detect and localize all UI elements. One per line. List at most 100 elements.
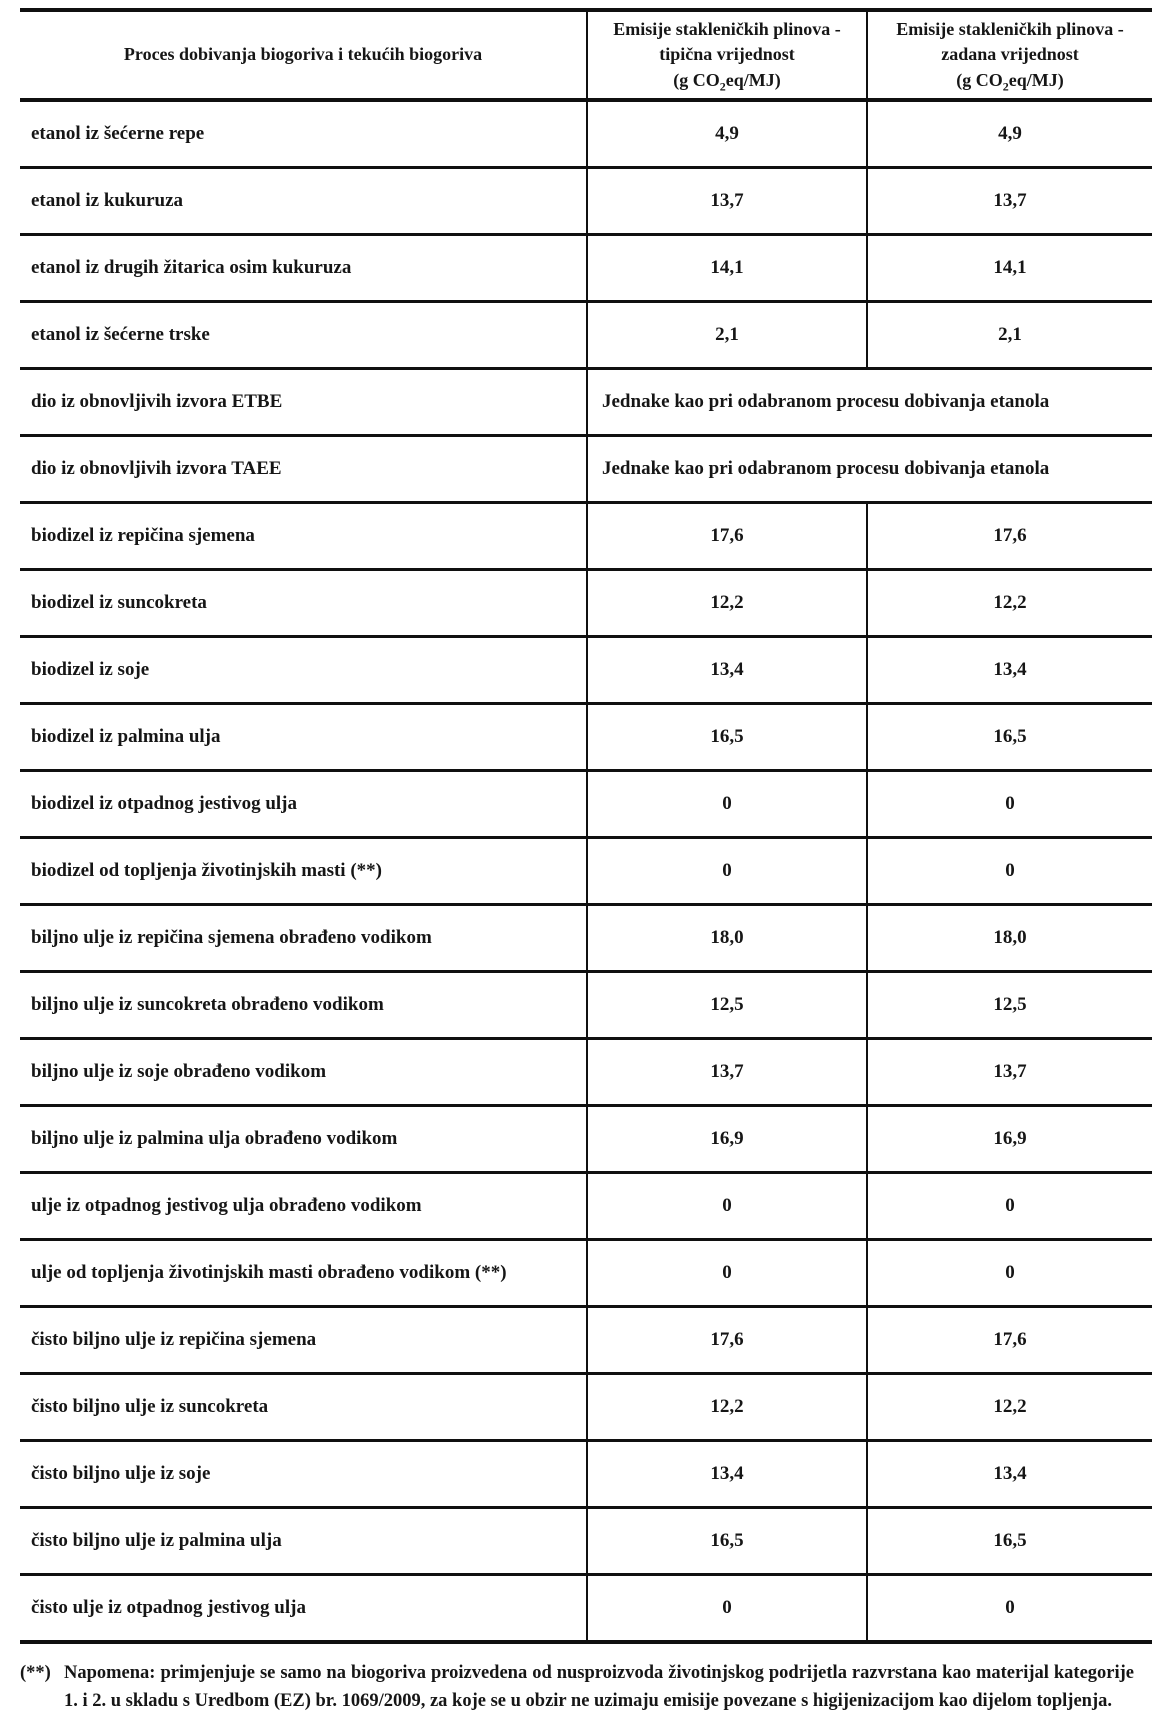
table-row: dio iz obnovljivih izvora TAEE Jednake ka… [20, 435, 1152, 504]
process-label: čisto biljno ulje iz soje [20, 1440, 588, 1509]
default-value: 12,2 [867, 569, 1152, 638]
default-value: 12,5 [867, 971, 1152, 1040]
default-value: 13,4 [867, 1440, 1152, 1509]
header-typical-unit: (g CO2eq/MJ) [594, 68, 860, 94]
typical-value: 17,6 [587, 502, 868, 571]
table-row: biodizel iz soje 13,4 13,4 [20, 636, 1152, 705]
typical-value: 16,5 [587, 1507, 868, 1576]
unit-suffix: eq/MJ) [1008, 69, 1064, 90]
default-value: 13,7 [867, 1038, 1152, 1107]
typical-value: 13,7 [587, 1038, 868, 1107]
default-value: 16,5 [867, 703, 1152, 772]
table-row: biodizel iz repičina sjemena 17,6 17,6 [20, 502, 1152, 571]
default-value: 0 [867, 770, 1152, 839]
process-label: biljno ulje iz palmina ulja obrađeno vod… [20, 1105, 588, 1174]
process-label: etanol iz šećerne trske [20, 301, 588, 370]
typical-value: 16,5 [587, 703, 868, 772]
process-label: dio iz obnovljivih izvora ETBE [20, 368, 588, 437]
default-value: 0 [867, 837, 1152, 906]
table-row: biljno ulje iz soje obrađeno vodikom 13,7… [20, 1038, 1152, 1107]
process-label: biodizel iz otpadnog jestivog ulja [20, 770, 588, 839]
unit-subscript: 2 [1002, 79, 1009, 94]
table-row: biodizel iz otpadnog jestivog ulja 0 0 [20, 770, 1152, 839]
span-value: Jednake kao pri odabranom procesu dobiva… [587, 368, 1152, 437]
typical-value: 0 [587, 1574, 868, 1644]
process-label: biodizel iz repičina sjemena [20, 502, 588, 571]
table-row: čisto biljno ulje iz suncokreta 12,2 12,2 [20, 1373, 1152, 1442]
typical-value: 0 [587, 837, 868, 906]
process-label: ulje iz otpadnog jestivog ulja obrađeno … [20, 1172, 588, 1241]
default-value: 17,6 [867, 502, 1152, 571]
unit-subscript: 2 [719, 79, 726, 94]
process-label: čisto biljno ulje iz palmina ulja [20, 1507, 588, 1576]
header-default-column: Emisije stakleničkih plinova - zadana vr… [867, 10, 1152, 102]
default-value: 2,1 [867, 301, 1152, 370]
process-label: biodizel iz palmina ulja [20, 703, 588, 772]
typical-value: 2,1 [587, 301, 868, 370]
table-row: biljno ulje iz suncokreta obrađeno vodik… [20, 971, 1152, 1040]
process-label: ulje od topljenja životinjskih masti obr… [20, 1239, 588, 1308]
typical-value: 13,4 [587, 636, 868, 705]
typical-value: 12,5 [587, 971, 868, 1040]
table-row: ulje iz otpadnog jestivog ulja obrađeno … [20, 1172, 1152, 1241]
default-value: 13,4 [867, 636, 1152, 705]
table-row: čisto ulje iz otpadnog jestivog ulja 0 0 [20, 1574, 1152, 1644]
process-label: biodizel iz soje [20, 636, 588, 705]
table-row: biljno ulje iz repičina sjemena obrađeno… [20, 904, 1152, 973]
typical-value: 4,9 [587, 100, 868, 169]
default-value: 0 [867, 1172, 1152, 1241]
footnote-text: Napomena: primjenjuje se samo na biogori… [64, 1663, 1134, 1712]
table-row: biodizel iz palmina ulja 16,5 16,5 [20, 703, 1152, 772]
typical-value: 16,9 [587, 1105, 868, 1174]
table-row: dio iz obnovljivih izvora ETBE Jednake ka… [20, 368, 1152, 437]
header-typical-line2: tipična vrijednost [659, 44, 795, 65]
typical-value: 12,2 [587, 1373, 868, 1442]
typical-value: 17,6 [587, 1306, 868, 1375]
process-label: etanol iz šećerne repe [20, 100, 588, 169]
table-row: čisto biljno ulje iz soje 13,4 13,4 [20, 1440, 1152, 1509]
typical-value: 13,4 [587, 1440, 868, 1509]
typical-value: 0 [587, 1172, 868, 1241]
table-header: Proces dobivanja biogoriva i tekućih bio… [20, 10, 1152, 102]
default-value: 14,1 [867, 234, 1152, 303]
table-row: etanol iz šećerne trske 2,1 2,1 [20, 301, 1152, 370]
default-value: 17,6 [867, 1306, 1152, 1375]
process-label: čisto ulje iz otpadnog jestivog ulja [20, 1574, 588, 1644]
header-process-column: Proces dobivanja biogoriva i tekućih bio… [20, 10, 588, 102]
table-row: etanol iz drugih žitarica osim kukuruza 1… [20, 234, 1152, 303]
table-row: čisto biljno ulje iz repičina sjemena 17,… [20, 1306, 1152, 1375]
typical-value: 12,2 [587, 569, 868, 638]
table-row: biodizel od topljenja životinjskih masti… [20, 837, 1152, 906]
table-body: etanol iz šećerne repe 4,9 4,9 etanol iz ku… [20, 100, 1152, 1644]
default-value: 16,9 [867, 1105, 1152, 1174]
default-value: 0 [867, 1239, 1152, 1308]
unit-prefix: (g CO [673, 69, 720, 90]
default-value: 12,2 [867, 1373, 1152, 1442]
table-row: biodizel iz suncokreta 12,2 12,2 [20, 569, 1152, 638]
default-value: 16,5 [867, 1507, 1152, 1576]
table-row: ulje od topljenja životinjskih masti obr… [20, 1239, 1152, 1308]
process-label: čisto biljno ulje iz repičina sjemena [20, 1306, 588, 1375]
default-value: 4,9 [867, 100, 1152, 169]
typical-value: 0 [587, 770, 868, 839]
unit-prefix: (g CO [956, 69, 1003, 90]
typical-value: 18,0 [587, 904, 868, 973]
emissions-table: Proces dobivanja biogoriva i tekućih bio… [20, 8, 1152, 1644]
default-value: 0 [867, 1574, 1152, 1644]
table-row: čisto biljno ulje iz palmina ulja 16,5 16,… [20, 1507, 1152, 1576]
process-label: biodizel od topljenja životinjskih masti… [20, 837, 588, 906]
typical-value: 13,7 [587, 167, 868, 236]
process-label: čisto biljno ulje iz suncokreta [20, 1373, 588, 1442]
process-label: biodizel iz suncokreta [20, 569, 588, 638]
process-label: biljno ulje iz repičina sjemena obrađeno… [20, 904, 588, 973]
default-value: 13,7 [867, 167, 1152, 236]
header-default-line1: Emisije stakleničkih plinova - [896, 18, 1124, 39]
header-process-label: Proces dobivanja biogoriva i tekućih bio… [123, 44, 483, 65]
header-typical-line1: Emisije stakleničkih plinova - [613, 18, 841, 39]
footnote-marker: (**) [20, 1663, 51, 1683]
unit-suffix: eq/MJ) [725, 69, 781, 90]
process-label: biljno ulje iz suncokreta obrađeno vodik… [20, 971, 588, 1040]
table-row: etanol iz kukuruza 13,7 13,7 [20, 167, 1152, 236]
process-label: etanol iz drugih žitarica osim kukuruza [20, 234, 588, 303]
